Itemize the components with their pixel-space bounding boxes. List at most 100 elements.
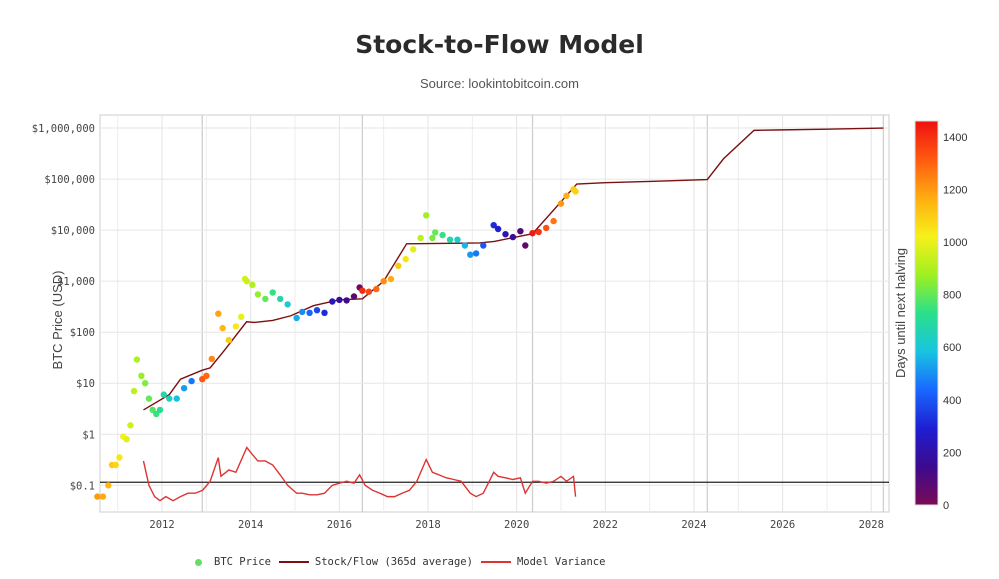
btc-price-point — [365, 288, 373, 295]
btc-price-point — [472, 250, 480, 257]
btc-price-point — [208, 355, 215, 363]
btc-price-point — [269, 289, 276, 296]
y-tick-label: $0.1 — [70, 480, 95, 492]
legend-item-stock-flow[interactable]: Stock/Flow (365d average) — [278, 556, 473, 568]
btc-price-point — [417, 234, 424, 242]
y-tick-label: $100 — [70, 327, 95, 339]
y-tick-label: $1 — [82, 429, 95, 441]
x-tick-label: 2014 — [238, 519, 263, 531]
btc-price-point — [373, 285, 380, 293]
btc-price-point — [123, 436, 130, 443]
btc-price-point — [160, 391, 167, 398]
btc-price-point — [395, 262, 402, 269]
btc-price-point — [203, 372, 210, 379]
x-tick-label: 2012 — [149, 519, 174, 531]
btc-price-point — [350, 293, 358, 300]
btc-price-point — [509, 233, 517, 241]
y-axis-ticks: $0.1 $1 $10 $100 $1,000 $10,000 $100,000 $1,000… — [32, 123, 95, 492]
btc-price-point — [387, 275, 395, 283]
btc-price-point — [502, 231, 509, 238]
colorbar: 0 200 400 600 800 1000 1200 1400 Days until next… — [893, 120, 967, 512]
legend-label-btc-price: BTC Price — [214, 556, 271, 568]
page-title: Stock-to-Flow Model — [355, 30, 644, 59]
btc-price-point — [522, 242, 529, 249]
btc-price-point — [277, 295, 284, 303]
gridlines — [100, 115, 889, 512]
btc-price-point — [306, 309, 313, 316]
series-stock-flow — [143, 127, 884, 411]
btc-price-point — [188, 377, 195, 385]
btc-price-point — [410, 246, 417, 253]
legend-marker-btc-price — [195, 558, 202, 566]
series-layer — [94, 127, 884, 502]
btc-price-point — [343, 297, 350, 304]
btc-price-point — [149, 406, 156, 414]
colorbar-tick-label: 200 — [943, 447, 961, 459]
colorbar-tick-label: 1200 — [943, 184, 967, 196]
btc-price-point — [313, 307, 321, 314]
legend-item-btc-price[interactable]: BTC Price — [195, 556, 271, 568]
y-tick-label: $10,000 — [51, 225, 95, 237]
btc-price-point — [423, 212, 430, 219]
plot-border — [99, 114, 890, 513]
btc-price-point — [490, 222, 497, 229]
btc-price-point — [127, 422, 134, 429]
x-tick-label: 2016 — [327, 519, 352, 531]
btc-price-point — [359, 287, 366, 294]
legend: BTC Price Stock/Flow (365d average) Mode… — [195, 556, 613, 568]
btc-price-point — [439, 231, 446, 239]
btc-price-point — [153, 410, 160, 418]
btc-price-point — [284, 301, 291, 308]
btc-price-point — [142, 380, 149, 387]
btc-price-point — [215, 310, 222, 317]
btc-price-point — [173, 395, 180, 402]
x-tick-label: 2020 — [504, 519, 529, 531]
btc-price-point — [116, 454, 123, 461]
y-tick-label: $1,000,000 — [32, 123, 95, 135]
chart-subtitle: Source: lookintobitcoin.com — [420, 76, 579, 91]
btc-price-point — [461, 242, 469, 249]
btc-price-point — [180, 385, 188, 392]
y-axis-title: BTC Price (USD) — [50, 271, 65, 370]
btc-price-point — [535, 228, 542, 236]
btc-price-point — [133, 356, 141, 363]
btc-price-point — [563, 192, 570, 199]
x-tick-label: 2028 — [859, 519, 884, 531]
legend-item-model-variance[interactable]: Model Variance — [480, 556, 606, 568]
btc-price-point — [572, 188, 579, 195]
legend-label-model-variance: Model Variance — [516, 556, 606, 568]
x-tick-label: 2022 — [593, 519, 618, 531]
legend-line-stock-flow — [278, 561, 309, 563]
btc-price-point — [232, 323, 240, 330]
btc-price-point — [432, 229, 439, 236]
btc-price-point — [467, 251, 474, 258]
x-tick-label: 2018 — [415, 519, 440, 531]
btc-price-point — [166, 395, 173, 402]
btc-price-point — [243, 278, 250, 285]
btc-price-point — [156, 406, 164, 414]
series-btc-price — [94, 186, 579, 500]
colorbar-gradient — [914, 120, 939, 506]
btc-price-point — [254, 291, 262, 298]
btc-price-point — [454, 236, 461, 243]
plot-area[interactable] — [99, 114, 890, 513]
btc-price-point — [249, 281, 256, 288]
btc-price-point — [517, 228, 524, 235]
btc-price-point — [145, 395, 153, 402]
btc-price-point — [293, 314, 300, 322]
btc-price-point — [402, 255, 409, 263]
btc-price-point — [494, 225, 502, 233]
btc-price-point — [112, 461, 119, 469]
btc-price-point — [262, 295, 269, 303]
btc-price-point — [380, 278, 387, 285]
colorbar-tick-label: 0 — [943, 500, 949, 512]
y-tick-label: $100,000 — [44, 174, 95, 186]
btc-price-point — [130, 387, 138, 395]
btc-price-point — [321, 309, 328, 316]
colorbar-tick-label: 600 — [943, 342, 961, 354]
colorbar-tick-label: 800 — [943, 290, 961, 302]
btc-price-point — [446, 236, 454, 243]
colorbar-title: Days until next halving — [893, 248, 908, 378]
x-tick-label: 2026 — [770, 519, 795, 531]
